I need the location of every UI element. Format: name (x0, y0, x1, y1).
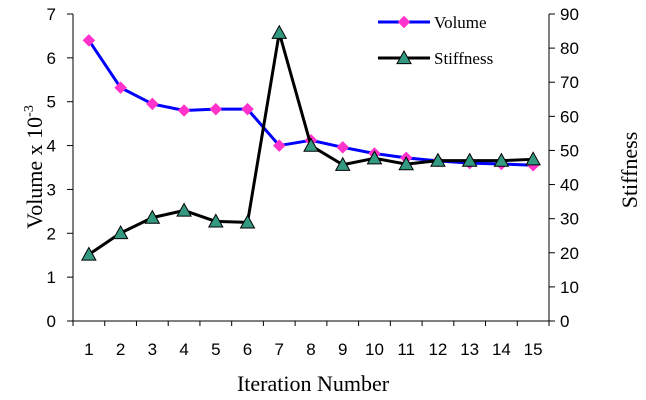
volume-point (145, 97, 159, 111)
left-tick-label: 1 (47, 268, 56, 287)
x-tick-label: 2 (116, 340, 125, 359)
x-tick-label: 15 (524, 340, 543, 359)
volume-point (272, 139, 286, 152)
x-tick-label: 10 (365, 340, 384, 359)
x-tick-label: 5 (211, 340, 220, 359)
legend-item-volume: Volume (378, 13, 487, 32)
right-tick-label: 30 (560, 210, 579, 229)
volume-point (177, 104, 191, 117)
stiffness-point (430, 152, 446, 167)
stiffness-point (144, 209, 161, 224)
stiffness-point (303, 137, 319, 152)
right-axis-ticks: 0 10 20 30 40 50 60 70 80 90 (549, 5, 579, 331)
x-tick-label: 3 (148, 340, 157, 359)
stiffness-point (493, 152, 510, 167)
right-tick-label: 10 (560, 278, 579, 297)
left-axis-ticks: 0 1 2 3 4 5 6 7 (47, 5, 73, 331)
right-tick-label: 90 (560, 5, 579, 24)
legend-swatch-marker (396, 49, 412, 65)
left-tick-label: 5 (47, 93, 56, 112)
legend-swatch-marker (397, 15, 411, 29)
legend: Volume Stiffness (378, 13, 493, 68)
left-axis-title: Volume x 10-3 (22, 105, 47, 229)
left-tick-label: 7 (47, 5, 56, 24)
legend-item-stiffness: Stiffness (378, 49, 493, 68)
stiffness-point (112, 224, 129, 240)
right-tick-label: 60 (560, 107, 579, 126)
axes (72, 14, 550, 322)
left-tick-label: 6 (47, 49, 56, 68)
stiffness-point (366, 150, 383, 165)
x-axis-ticks: 1 2 3 4 5 6 7 8 9 10 11 12 13 14 15 (72, 321, 550, 359)
x-tick-label: 12 (428, 340, 447, 359)
left-tick-label: 3 (47, 180, 56, 199)
stiffness-point (461, 152, 478, 167)
series-layer (81, 24, 541, 261)
volume-point (114, 81, 127, 95)
left-axis-title-text: Volume x 10 (22, 117, 47, 229)
legend-label: Stiffness (434, 49, 493, 68)
stiffness-point (176, 202, 192, 217)
stiffness-point (398, 156, 415, 171)
x-axis-title: Iteration Number (237, 371, 390, 396)
right-tick-label: 70 (560, 73, 579, 92)
volume-point (336, 140, 350, 154)
x-tick-label: 11 (397, 340, 415, 359)
x-tick-label: 14 (492, 340, 511, 359)
x-tick-label: 7 (275, 340, 284, 359)
left-axis-title-superscript: -3 (22, 105, 37, 117)
x-tick-label: 6 (243, 340, 252, 359)
right-tick-label: 20 (560, 244, 579, 263)
x-tick-label: 13 (460, 340, 479, 359)
left-tick-label: 2 (47, 224, 56, 243)
right-tick-label: 50 (560, 141, 579, 160)
x-tick-label: 8 (306, 340, 315, 359)
x-tick-label: 9 (338, 340, 347, 359)
x-tick-label: 1 (84, 340, 93, 359)
stiffness-point (81, 246, 97, 261)
stiffness-point (525, 151, 541, 166)
stiffness-point (207, 213, 224, 228)
volume-point (241, 102, 254, 116)
volume-point (82, 33, 96, 47)
right-axis-title: Stiffness (617, 132, 642, 209)
right-tick-label: 0 (560, 312, 569, 331)
left-tick-label: 0 (47, 312, 56, 331)
x-tick-label: 4 (179, 340, 188, 359)
series-stiffness (81, 24, 541, 261)
volume-point (209, 102, 223, 116)
right-tick-label: 80 (560, 39, 579, 58)
right-tick-label: 40 (560, 176, 579, 195)
stiffness-point (239, 214, 256, 229)
stiffness-point (334, 156, 351, 171)
legend-label: Volume (434, 13, 487, 32)
stiffness-point (271, 24, 288, 39)
left-tick-label: 4 (47, 137, 56, 156)
